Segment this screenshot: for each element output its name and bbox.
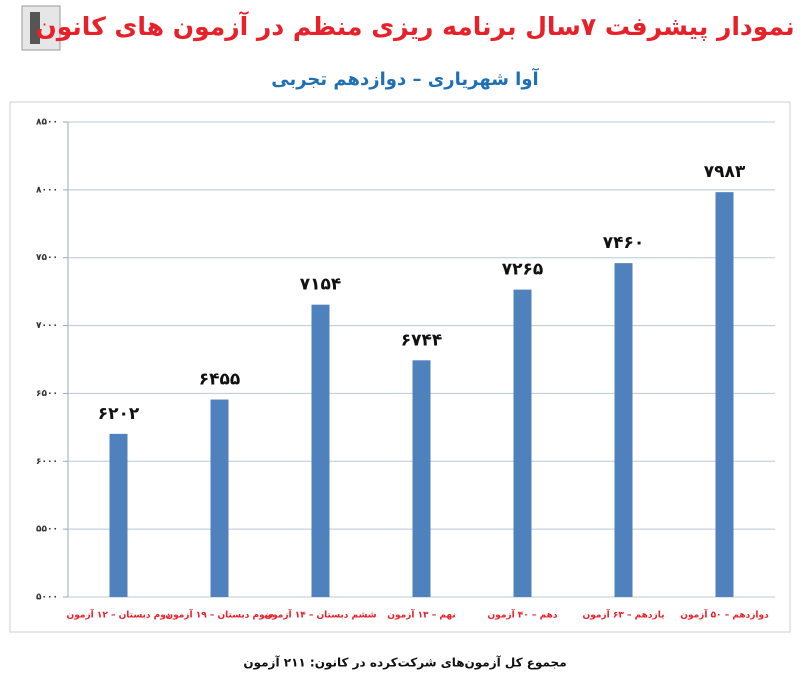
y-tick-label: ۵۵۰۰ <box>36 525 58 535</box>
y-tick-label: ۶۵۰۰ <box>36 389 58 399</box>
x-tick-label: دوم دبستان – ۱۲ آزمون <box>67 609 171 621</box>
bar <box>614 263 633 597</box>
y-tick-label: ۵۰۰۰ <box>36 593 58 603</box>
y-tick-label: ۸۰۰۰ <box>36 185 58 195</box>
logo-figure <box>30 12 40 44</box>
x-tick-label: سوم دبستان – ۱۹ آزمون <box>165 609 273 621</box>
chart-title: نمودار پیشرفت ۷سال برنامه ریزی منظم در آ… <box>35 11 794 42</box>
bar <box>109 433 128 597</box>
bar <box>210 399 229 597</box>
y-tick-label: ۷۵۰۰ <box>36 253 58 263</box>
y-tick-label: ۸۵۰۰ <box>36 118 58 128</box>
y-tick-label: ۶۰۰۰ <box>36 457 58 467</box>
bar <box>513 289 532 597</box>
footer-note: مجموع کل آزمون‌های شرکت‌کرده در کانون: ۲… <box>243 655 566 671</box>
bar <box>715 192 734 597</box>
value-label: ۶۲۰۲ <box>98 404 140 424</box>
value-label: ۷۴۶۰ <box>603 233 645 253</box>
value-label: ۷۱۵۴ <box>300 275 342 295</box>
y-tick-label: ۷۰۰۰ <box>36 321 58 331</box>
x-tick-label: دوازدهم – ۵۰ آزمون <box>680 609 769 621</box>
bar <box>412 360 431 597</box>
x-tick-label: یازدهم – ۶۳ آزمون <box>583 609 665 621</box>
logo <box>21 5 61 51</box>
chart-frame <box>9 101 791 633</box>
x-tick-label: دهم – ۴۰ آزمون <box>488 609 558 621</box>
value-label: ۷۲۶۵ <box>502 260 544 280</box>
value-label: ۷۹۸۳ <box>704 162 746 182</box>
value-label: ۶۴۵۵ <box>199 370 241 390</box>
x-tick-label: نهم – ۱۳ آزمون <box>387 609 455 621</box>
value-label: ۶۷۴۴ <box>401 330 443 350</box>
bar <box>311 304 330 597</box>
x-tick-label: ششم دبستان – ۱۴ آزمون <box>264 609 376 621</box>
chart-subtitle: آوا شهریاری – دوازدهم تجربی <box>271 67 539 90</box>
